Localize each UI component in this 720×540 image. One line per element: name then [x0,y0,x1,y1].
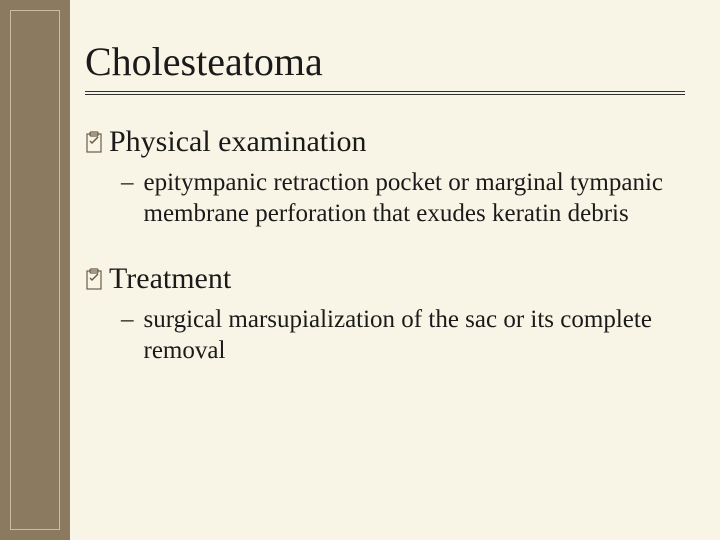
slide-title: Cholesteatoma [85,38,690,85]
section-heading: Physical examination [109,125,366,159]
list-item-text: surgical marsupialization of the sac or … [144,304,664,367]
dash-bullet: – [121,167,134,198]
left-border-inner-frame [10,10,60,530]
slide: Cholesteatoma Physical examination – epi… [0,0,720,540]
section-heading: Treatment [109,262,231,296]
section-physical-examination: Physical examination – epitympanic retra… [85,125,690,230]
left-decorative-border [0,0,70,540]
title-underline [85,91,685,97]
list-item: – surgical marsupialization of the sac o… [121,304,690,367]
list-item-text: epitympanic retraction pocket or margina… [144,167,664,230]
section-header: Treatment [85,262,690,296]
dash-bullet: – [121,304,134,335]
section-header: Physical examination [85,125,690,159]
content-area: Cholesteatoma Physical examination – epi… [85,38,690,398]
clipboard-icon [85,268,103,290]
list-item: – epitympanic retraction pocket or margi… [121,167,690,230]
clipboard-icon [85,131,103,153]
section-treatment: Treatment – surgical marsupialization of… [85,262,690,367]
